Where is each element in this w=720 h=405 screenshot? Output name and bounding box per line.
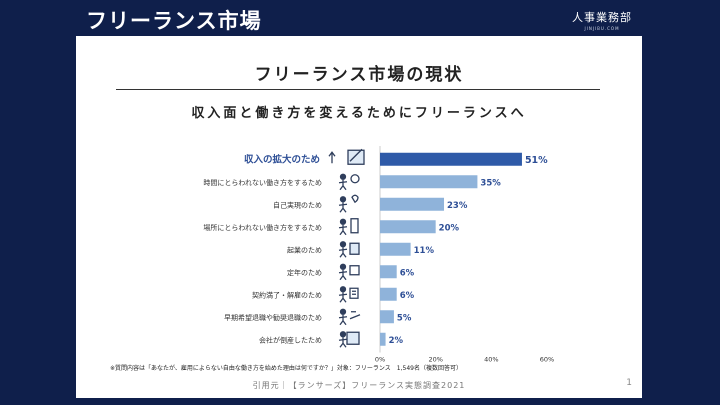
page-number: 1 bbox=[626, 378, 632, 388]
rising-chart-icon bbox=[328, 148, 365, 165]
category-label: 契約満了・解雇のため bbox=[252, 290, 322, 299]
bar bbox=[380, 287, 397, 301]
bar bbox=[380, 152, 522, 166]
data-label: 11% bbox=[414, 246, 435, 256]
bar bbox=[380, 310, 394, 324]
data-label: 23% bbox=[447, 201, 468, 211]
termination-icon bbox=[338, 286, 359, 303]
brand-logo: 人事業務部 JINJIBU.COM bbox=[570, 9, 634, 31]
title-divider bbox=[116, 89, 600, 90]
bar bbox=[380, 332, 386, 346]
bar bbox=[380, 197, 445, 211]
page-subtitle: 収入面と働き方を変えるためにフリーランスへ bbox=[191, 106, 527, 121]
retirement-icon bbox=[338, 308, 361, 326]
slide-sheet: フリーランス市場の現状 収入面と働き方を変えるためにフリーランスへ 収入の拡大の… bbox=[76, 36, 642, 398]
category-label: 収入の拡大のため bbox=[244, 153, 320, 165]
data-label: 20% bbox=[439, 223, 460, 233]
bar bbox=[380, 220, 436, 234]
bankruptcy-icon bbox=[338, 331, 360, 348]
bar bbox=[380, 242, 411, 256]
data-label: 51% bbox=[525, 155, 548, 166]
category-label: 時間にとらわれない働き方をするため bbox=[203, 178, 322, 187]
bar bbox=[380, 175, 478, 189]
x-tick-label: 20% bbox=[428, 356, 442, 364]
person-door-icon bbox=[338, 218, 359, 236]
person-idea-icon bbox=[338, 194, 359, 213]
data-label: 6% bbox=[400, 268, 415, 278]
category-label: 場所にとらわれない働き方をするため bbox=[203, 223, 322, 232]
category-label: 起業のため bbox=[287, 245, 322, 254]
data-label: 6% bbox=[400, 291, 415, 301]
data-label: 35% bbox=[480, 178, 501, 188]
brand-sub: JINJIBU.COM bbox=[584, 26, 620, 31]
category-label: 定年のため bbox=[287, 268, 322, 277]
header-title: フリーランス市場 bbox=[86, 9, 262, 33]
bar bbox=[380, 265, 397, 279]
category-label: 会社が倒産したため bbox=[259, 335, 322, 344]
x-tick-label: 40% bbox=[484, 356, 498, 364]
brand-name: 人事業務部 bbox=[572, 11, 632, 24]
category-label: 自己実現のため bbox=[273, 200, 322, 209]
data-label: 2% bbox=[389, 336, 404, 346]
category-label: 早期希望退職や勧奨退職のため bbox=[224, 313, 322, 322]
person-calendar-icon bbox=[338, 263, 360, 281]
person-clock-icon bbox=[338, 173, 360, 191]
footnote: ※質問内容は「あなたが、雇用によらない自由な働き方を始めた理由は何ですか？」対象… bbox=[110, 365, 462, 372]
x-tick-label: 0% bbox=[375, 356, 385, 364]
person-building-icon bbox=[338, 241, 360, 258]
data-label: 5% bbox=[397, 313, 412, 323]
bar-chart: 収入の拡大のため 51% 時間にとらわれない働き方をするため 35% 自己実現のため 23… bbox=[203, 146, 554, 364]
source-citation: 引用元｜【ランサーズ】フリーランス実態調査2021 bbox=[252, 381, 466, 390]
x-tick-label: 60% bbox=[540, 356, 554, 364]
page-title: フリーランス市場の現状 bbox=[254, 65, 464, 85]
